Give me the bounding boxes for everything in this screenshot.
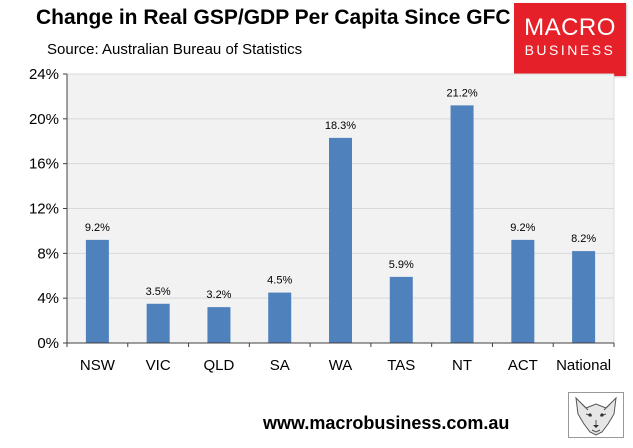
data-label: 3.2%: [206, 289, 231, 301]
bar: [329, 137, 352, 343]
bar: [268, 292, 292, 343]
x-tick-label: TAS: [387, 357, 415, 374]
x-tick-label: NT: [452, 357, 472, 374]
x-tick-label: ACT: [508, 357, 538, 374]
y-tick-label: 16%: [29, 156, 59, 173]
data-label: 9.2%: [510, 222, 535, 234]
data-label: 21.2%: [446, 87, 477, 99]
x-tick-label: WA: [329, 357, 353, 374]
website-url[interactable]: www.macrobusiness.com.au: [263, 413, 510, 433]
data-label: 9.2%: [85, 222, 110, 234]
bar: [389, 276, 413, 343]
data-label: 18.3%: [325, 120, 356, 132]
chart-source: Source: Australian Bureau of Statistics: [47, 41, 303, 58]
macrobusiness-logo: MACRO BUSINESS: [514, 3, 626, 76]
bars: [85, 105, 596, 343]
y-tick-label: 0%: [37, 335, 59, 352]
x-axis: NSW VIC QLD SA WA TAS NT ACT National: [66, 342, 615, 374]
y-tick-label: 24%: [29, 66, 59, 83]
x-tick-label: NSW: [80, 357, 116, 374]
y-tick-label: 4%: [37, 290, 59, 307]
data-label: 8.2%: [571, 233, 596, 245]
data-label: 5.9%: [389, 259, 414, 271]
x-tick-label: SA: [270, 357, 290, 374]
logo-text-business: BUSINESS: [524, 42, 616, 58]
y-tick-label: 20%: [29, 111, 59, 128]
y-axis: 0% 4% 8% 12% 16% 20% 24%: [29, 66, 68, 352]
wolf-logo-icon: [568, 392, 624, 438]
data-label: 4.5%: [267, 275, 292, 287]
data-labels: 9.2% 3.5% 3.2% 4.5% 18.3% 5.9% 21.2% 9.2% 8.2%: [85, 87, 597, 301]
y-tick-label: 12%: [29, 201, 59, 218]
logo-text-macro: MACRO: [524, 14, 616, 41]
bar: [85, 239, 109, 343]
data-label: 3.5%: [146, 286, 171, 298]
y-tick-label: 8%: [37, 245, 59, 262]
bar: [207, 307, 231, 343]
bar: [572, 251, 596, 343]
x-tick-label: VIC: [146, 357, 171, 374]
chart-title: Change in Real GSP/GDP Per Capita Since …: [36, 6, 511, 29]
bar-chart: 9.2% 3.5% 3.2% 4.5% 18.3% 5.9% 21.2% 9.2% 8.2% 0…: [29, 66, 615, 374]
x-tick-label: QLD: [204, 357, 235, 374]
bar: [450, 105, 474, 343]
bar: [146, 303, 170, 343]
x-tick-label: National: [556, 357, 611, 374]
bar: [511, 239, 535, 343]
